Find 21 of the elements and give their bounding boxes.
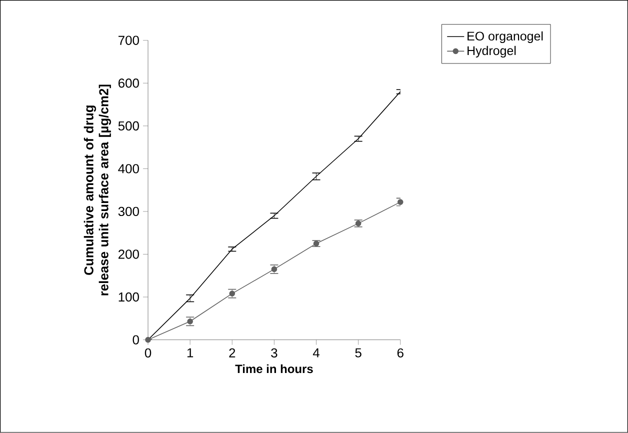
y-tick-label: 400 — [118, 164, 139, 174]
x-tick-label: 5 — [355, 348, 362, 358]
point — [187, 318, 193, 324]
y-tick-label: 0 — [132, 335, 139, 345]
y-tick-label: 200 — [118, 250, 139, 259]
x-axis-title: Time in hours — [235, 364, 313, 374]
y-tick-label: 500 — [118, 121, 139, 131]
x-tick-label: 0 — [144, 348, 152, 358]
y-axis-title: Cumulative amount of drug release unit surface area [µg/cm2] — [84, 84, 111, 296]
x-tick-label: 1 — [187, 348, 194, 358]
x-tick-label: 4 — [312, 348, 320, 358]
legend-label: EO organogel — [468, 32, 543, 44]
x-tick-label: 3 — [271, 348, 278, 358]
y-tick-label: 600 — [118, 78, 139, 88]
point — [271, 266, 278, 272]
y-tick-label: 300 — [118, 207, 139, 216]
legend-label: Hydrogel — [468, 46, 516, 58]
x-tick-label: 2 — [229, 348, 236, 358]
y-tick-label: 100 — [118, 292, 139, 302]
y-tick-label: 700 — [118, 36, 139, 46]
x-tick-label: 6 — [397, 348, 404, 358]
